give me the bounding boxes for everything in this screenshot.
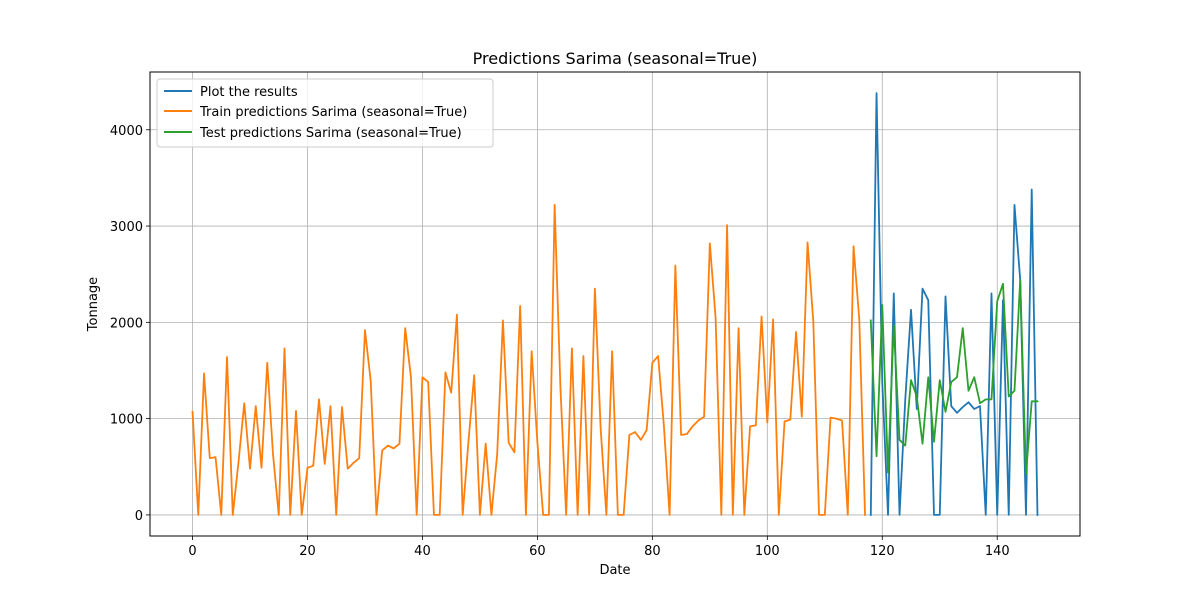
legend-label-test-predictions: Test predictions Sarima (seasonal=True)	[199, 126, 462, 141]
x-tick-label: 100	[755, 544, 780, 559]
x-tick-label: 80	[644, 544, 661, 559]
legend-box	[156, 78, 494, 148]
y-tick-label: 3000	[110, 220, 143, 235]
y-tick-label: 0	[135, 509, 143, 524]
x-tick-label: 120	[870, 544, 895, 559]
y-tick-label: 2000	[110, 316, 143, 331]
y-tick-label: 1000	[110, 413, 143, 428]
legend-label-train-predictions: Train predictions Sarima (seasonal=True)	[199, 105, 467, 120]
x-tick-label: 40	[414, 544, 431, 559]
y-tick-label: 4000	[110, 124, 143, 139]
x-tick-label: 140	[985, 544, 1010, 559]
plot-area-frame	[149, 71, 1081, 537]
series-lines	[191, 92, 1039, 516]
axis-ticks: 0 20 40 60 80 100 120 140 0 1000 2000 3000 4000	[110, 124, 1010, 559]
x-axis-label: Date	[599, 563, 630, 578]
series-line-train-predictions	[191, 203, 866, 516]
x-tick-label: 20	[299, 544, 316, 559]
legend-label-plot-results: Plot the results	[200, 85, 298, 100]
x-tick-label: 60	[529, 544, 546, 559]
y-axis-label: Tonnage	[86, 277, 101, 332]
series-line-plot-results	[869, 92, 1039, 516]
series-line-test-predictions	[869, 279, 1039, 476]
chart-title: Predictions Sarima (seasonal=True)	[473, 49, 758, 68]
x-tick-label: 0	[188, 544, 196, 559]
legend: Plot the results Train predictions Sarim…	[156, 78, 494, 148]
